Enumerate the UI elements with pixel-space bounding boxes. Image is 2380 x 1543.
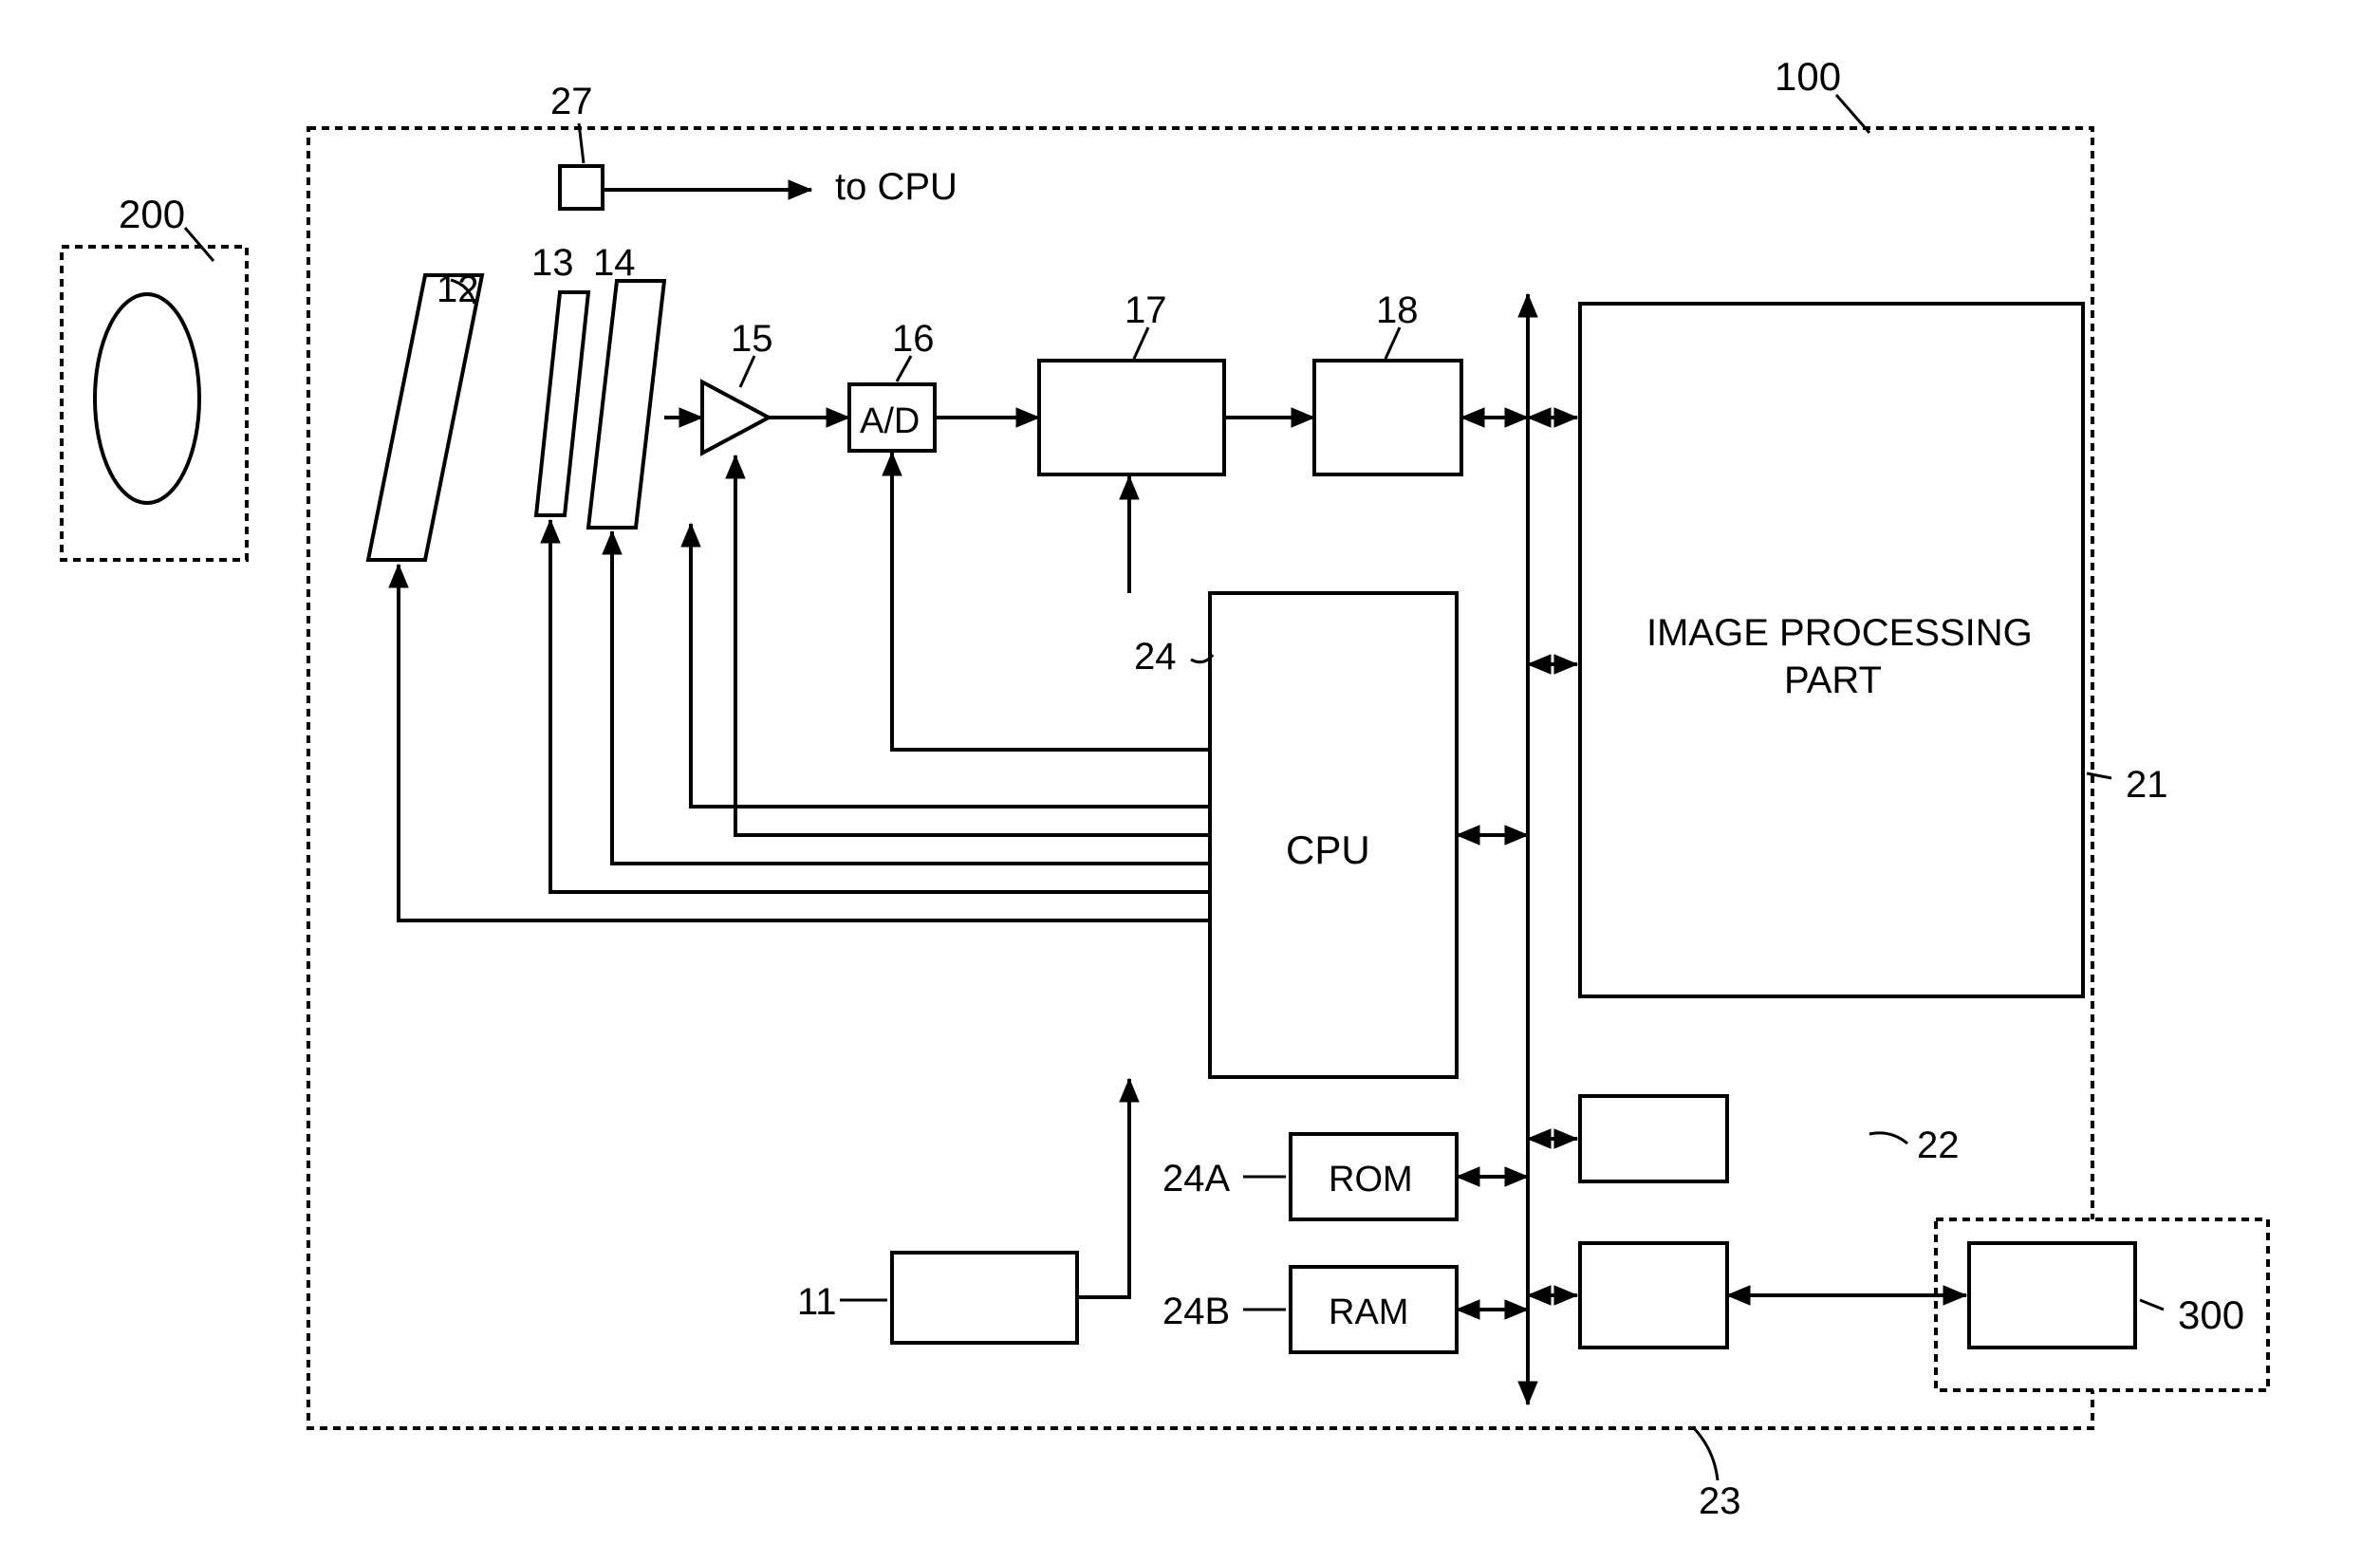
block-diagram: to CPU A/D CPU IMAGE PROCESSING PART ROM RAM 10… <box>0 0 2380 1543</box>
block-b17 <box>1039 361 1224 474</box>
lens-ellipse <box>95 294 199 503</box>
label-AD: A/D <box>860 401 920 441</box>
label-CPU: CPU <box>1286 827 1370 872</box>
label-n15: 15 <box>731 318 773 360</box>
label-RAM: RAM <box>1329 1292 1408 1332</box>
label-n21: 21 <box>2126 764 2168 806</box>
label-n18: 18 <box>1376 289 1419 331</box>
block-b11 <box>892 1253 1077 1343</box>
label-n17: 17 <box>1125 289 1167 331</box>
label-n24A: 24A <box>1162 1158 1230 1199</box>
label-n23: 23 <box>1699 1480 1741 1522</box>
label-n300: 300 <box>2178 1292 2244 1337</box>
label-toCPU: to CPU <box>835 166 958 208</box>
label-n12: 12 <box>437 269 479 310</box>
label-ROM: ROM <box>1329 1160 1413 1199</box>
label-n27: 27 <box>550 81 593 122</box>
label-n200: 200 <box>119 192 185 236</box>
label-n100: 100 <box>1775 54 1841 99</box>
label-n24: 24 <box>1134 636 1177 678</box>
block-b300 <box>1969 1243 2135 1348</box>
label-IMG2: PART <box>1784 660 1882 701</box>
label-n22: 22 <box>1917 1125 1960 1166</box>
label-n16: 16 <box>892 318 935 360</box>
block-b18 <box>1314 361 1461 474</box>
block-b22 <box>1580 1096 1727 1181</box>
label-n11: 11 <box>797 1281 837 1323</box>
label-n24B: 24B <box>1162 1291 1230 1332</box>
label-n14: 14 <box>593 242 636 284</box>
label-IMG1: IMAGE PROCESSING <box>1646 612 2033 654</box>
block-b27 <box>560 166 603 209</box>
label-n13: 13 <box>531 242 574 284</box>
block-b23 <box>1580 1243 1727 1348</box>
